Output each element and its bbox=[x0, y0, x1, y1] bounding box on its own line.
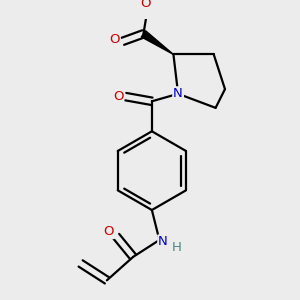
Polygon shape bbox=[141, 31, 173, 54]
Text: O: O bbox=[113, 90, 123, 103]
Text: H: H bbox=[171, 241, 181, 254]
Text: N: N bbox=[173, 87, 183, 100]
Text: N: N bbox=[158, 236, 168, 248]
Text: O: O bbox=[109, 33, 120, 46]
Text: O: O bbox=[103, 225, 114, 238]
Text: O: O bbox=[140, 0, 151, 10]
